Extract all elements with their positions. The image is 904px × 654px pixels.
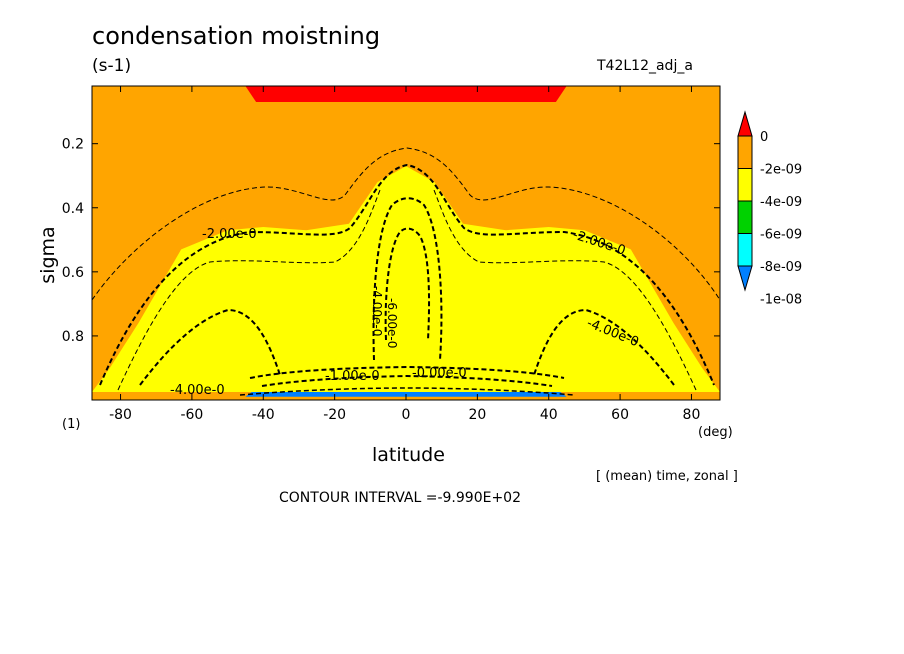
colorbar-label: 0 bbox=[760, 130, 768, 145]
contour-line bbox=[261, 374, 553, 387]
x-tick-label: 0 bbox=[402, 407, 411, 423]
shaded-region bbox=[245, 86, 567, 102]
y-axis-label: sigma bbox=[37, 226, 59, 284]
x-axis: -80 -60 -40 -20 0 20 40 60 80 bbox=[109, 86, 700, 423]
y-tick-label: 0.6 bbox=[62, 265, 84, 281]
x-axis-units: (deg) bbox=[698, 425, 733, 440]
chart-title: condensation moistning bbox=[92, 22, 381, 50]
contour-line bbox=[139, 308, 281, 386]
colorbar-swatch bbox=[737, 265, 753, 292]
contour-line bbox=[533, 308, 675, 386]
y-axis-units: (1) bbox=[62, 417, 81, 432]
x-axis-label: latitude bbox=[372, 444, 445, 466]
x-tick-label: 80 bbox=[683, 407, 701, 423]
contour-line bbox=[99, 163, 715, 386]
contour-label: -6.00e-0 bbox=[385, 298, 399, 348]
chart-units: (s-1) bbox=[92, 56, 132, 76]
colorbar-swatch bbox=[737, 135, 753, 169]
x-tick-label: -20 bbox=[323, 407, 346, 423]
contour-line bbox=[249, 365, 565, 379]
y-axis: 0.2 0.4 0.6 0.8 bbox=[62, 137, 720, 345]
colorbar-label: -2e-09 bbox=[760, 163, 802, 178]
contour-label: -4.00e-0 bbox=[170, 383, 225, 398]
run-name: T42L12_adj_a bbox=[597, 58, 693, 74]
colorbar-label: -8e-09 bbox=[760, 260, 802, 275]
y-tick-label: 0.2 bbox=[62, 137, 84, 153]
colorbar-swatch bbox=[737, 168, 753, 202]
contour-lines bbox=[92, 147, 720, 396]
contour-line bbox=[384, 227, 431, 341]
x-tick-label: -60 bbox=[180, 407, 203, 423]
colorbar-label: -1e-08 bbox=[760, 293, 802, 308]
colorbar: 0 -2e-09 -4e-09 -6e-09 -8e-09 -1e-08 bbox=[737, 110, 802, 308]
colorbar-label: -6e-09 bbox=[760, 228, 802, 243]
colorbar-swatch bbox=[737, 110, 753, 137]
contour-label: -0.00e-0 bbox=[412, 366, 467, 381]
contour-label: -4.00e-0 bbox=[370, 286, 384, 336]
y-tick-label: 0.8 bbox=[62, 329, 84, 345]
contour-line bbox=[433, 189, 697, 391]
averaging-note: [ (mean) time, zonal ] bbox=[596, 469, 738, 484]
contour-line bbox=[117, 189, 381, 391]
x-tick-label: -80 bbox=[109, 407, 132, 423]
filled-regions bbox=[92, 86, 720, 397]
contour-label: -1.00e-0 bbox=[325, 369, 380, 384]
y-tick-label: 0.4 bbox=[62, 201, 84, 217]
x-tick-label: 20 bbox=[468, 407, 486, 423]
contour-label: -2.00e-0 bbox=[202, 227, 257, 242]
x-tick-label: -40 bbox=[252, 407, 275, 423]
contour-labels: -2.00e-0 -2.00e-0 -4.00e-0 -4.00e-0 -4.0… bbox=[170, 227, 641, 398]
shaded-region bbox=[92, 166, 720, 392]
x-tick-label: 40 bbox=[540, 407, 558, 423]
contour-line bbox=[92, 147, 720, 301]
contour-interval: CONTOUR INTERVAL =-9.990E+02 bbox=[279, 490, 521, 506]
colorbar-label: -4e-09 bbox=[760, 195, 802, 210]
x-tick-label: 60 bbox=[611, 407, 629, 423]
colorbar-swatch bbox=[737, 233, 753, 267]
colorbar-swatch bbox=[737, 200, 753, 234]
